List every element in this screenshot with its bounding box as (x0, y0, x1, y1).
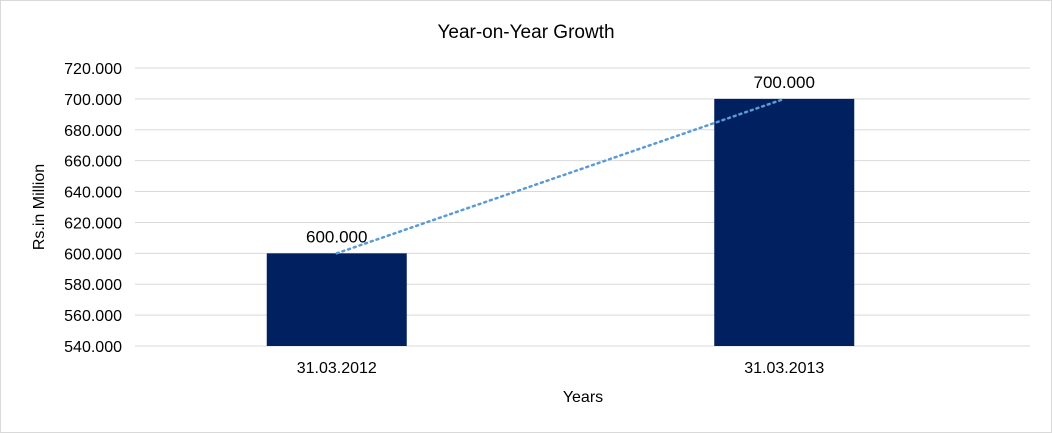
x-tick-label: 31.03.2013 (744, 360, 824, 377)
y-tick-label: 620.000 (64, 215, 122, 232)
y-tick-label: 560.000 (64, 308, 122, 325)
trendline (335, 97, 786, 255)
y-tick-label: 680.000 (64, 123, 122, 140)
y-tick-label: 540.000 (64, 339, 122, 356)
y-tick-label: 700.000 (64, 92, 122, 109)
y-tick-label: 640.000 (64, 185, 122, 202)
y-tick-label: 600.000 (64, 246, 122, 263)
x-axis-label: Years (563, 389, 603, 406)
x-tick-label: 31.03.2012 (297, 360, 377, 377)
bar (714, 98, 855, 346)
bar (266, 253, 407, 346)
y-tick-label: 580.000 (64, 277, 122, 294)
y-axis-label: Rs.in Million (31, 164, 48, 250)
chart-title: Year-on-Year Growth (437, 22, 614, 43)
data-label: 600.000 (306, 227, 367, 246)
y-tick-label: 720.000 (64, 61, 122, 78)
y-tick-label: 660.000 (64, 154, 122, 171)
data-label: 700.000 (754, 73, 815, 92)
